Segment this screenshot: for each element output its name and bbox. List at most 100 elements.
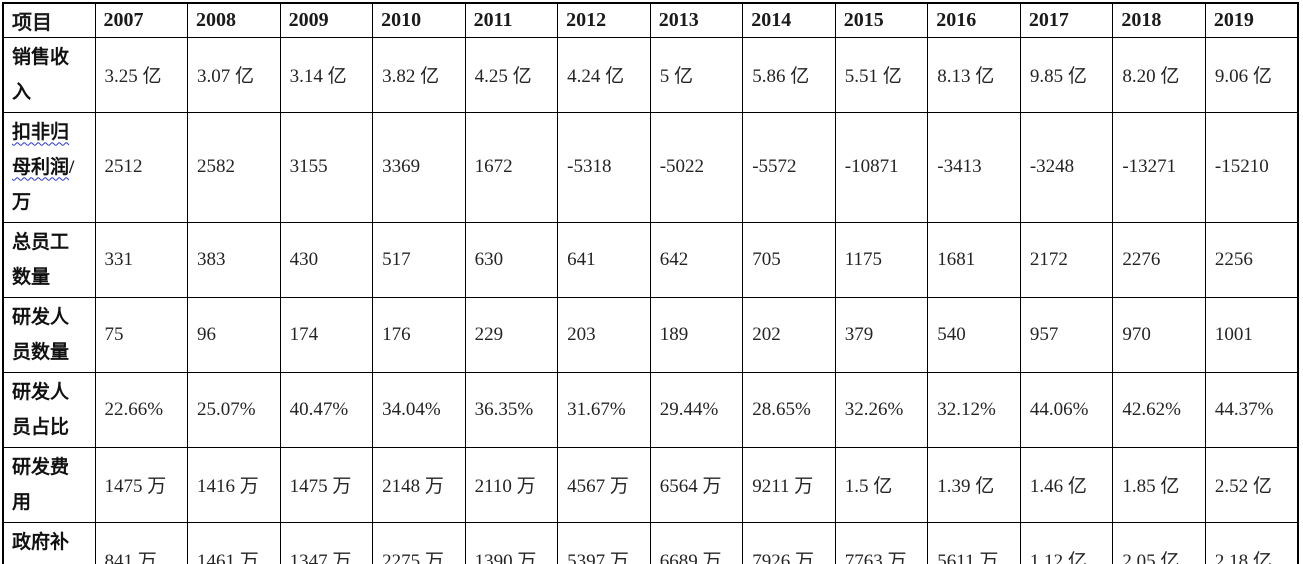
table-cell: -13271 xyxy=(1112,111,1206,223)
table-cell: 1.46 亿 xyxy=(1019,446,1114,523)
table-cell: -5022 xyxy=(649,111,744,223)
row-rd-headcount: 研发人员数量 75 96 174 176 229 203 189 202 379 540 957 970… xyxy=(2,296,1299,373)
table-cell: 22.66% xyxy=(94,371,189,448)
table-cell: 29.44% xyxy=(649,371,744,448)
year-column-header: 2013 xyxy=(649,2,744,38)
table-cell: -5572 xyxy=(742,111,836,223)
table-cell: 2.05 亿 xyxy=(1112,521,1206,564)
table-cell: -10871 xyxy=(834,111,929,223)
year-column-header: 2017 xyxy=(1019,2,1114,38)
label-text: 研发人员数量 xyxy=(12,306,70,363)
table-cell: 2.52 亿 xyxy=(1204,446,1299,523)
table-cell: 641 xyxy=(557,221,651,298)
table-cell: 1.85 亿 xyxy=(1112,446,1206,523)
table-cell: 2110 万 xyxy=(464,446,559,523)
table-cell: 5.86 亿 xyxy=(742,36,836,113)
table-cell: 5397 万 xyxy=(557,521,651,564)
year-column-header: 2012 xyxy=(557,2,651,38)
table-cell: 189 xyxy=(649,296,744,373)
table-cell: 540 xyxy=(927,296,1021,373)
table-cell: 1475 万 xyxy=(94,446,189,523)
year-column-header: 2009 xyxy=(279,2,374,38)
table-cell: 3.07 亿 xyxy=(187,36,281,113)
table-cell: 4567 万 xyxy=(557,446,651,523)
table-cell: 44.06% xyxy=(1019,371,1114,448)
table-cell: 5 亿 xyxy=(649,36,744,113)
table-cell: 8.13 亿 xyxy=(927,36,1021,113)
row-rd-expense-label: 研发费用 xyxy=(2,446,96,523)
table-cell: -5318 xyxy=(557,111,651,223)
label-text: /万 xyxy=(12,156,75,213)
header-row: 项目 2007 2008 2009 2010 2011 2012 2013 2014 2015 20… xyxy=(2,2,1299,38)
row-total-employees-label: 总员工数量 xyxy=(2,221,96,298)
year-column-header: 2007 xyxy=(94,2,189,38)
table-cell: 202 xyxy=(742,296,836,373)
row-rd-ratio: 研发人员占比 22.66% 25.07% 40.47% 34.04% 36.35% 31.6… xyxy=(2,371,1299,448)
year-column-header: 2010 xyxy=(372,2,466,38)
table-cell: 2148 万 xyxy=(372,446,466,523)
table-cell: 2276 xyxy=(1112,221,1206,298)
row-sales-revenue-label: 销售收入 xyxy=(2,36,96,113)
table-cell: 25.07% xyxy=(187,371,281,448)
table-cell: 44.37% xyxy=(1204,371,1299,448)
year-column-header: 2019 xyxy=(1204,2,1299,38)
table-cell: 5611 万 xyxy=(927,521,1021,564)
table-cell: 331 xyxy=(94,221,189,298)
table-cell: 7926 万 xyxy=(742,521,836,564)
table-cell: 229 xyxy=(464,296,559,373)
label-text: 销售收入 xyxy=(12,46,70,103)
year-column-header: 2011 xyxy=(464,2,559,38)
table-cell: 174 xyxy=(279,296,374,373)
table-cell: 970 xyxy=(1112,296,1206,373)
table-cell: 2275 万 xyxy=(372,521,466,564)
table-cell: 3.25 亿 xyxy=(94,36,189,113)
table-cell: 1461 万 xyxy=(187,521,281,564)
table-cell: 40.47% xyxy=(279,371,374,448)
table-cell: 4.24 亿 xyxy=(557,36,651,113)
table-cell: 383 xyxy=(187,221,281,298)
table-cell: 7763 万 xyxy=(834,521,929,564)
table-cell: 36.35% xyxy=(464,371,559,448)
item-column-header: 项目 xyxy=(2,2,96,38)
table-cell: 96 xyxy=(187,296,281,373)
label-text: 研发人员占比 xyxy=(12,381,70,438)
table-cell: 2.18 亿 xyxy=(1204,521,1299,564)
year-column-header: 2016 xyxy=(927,2,1021,38)
table-cell: 3369 xyxy=(372,111,466,223)
table-cell: 642 xyxy=(649,221,744,298)
row-government-subsidy-label: 政府补贴 xyxy=(2,521,96,564)
table-cell: 1175 xyxy=(834,221,929,298)
year-column-header: 2008 xyxy=(187,2,281,38)
table-cell: 9211 万 xyxy=(742,446,836,523)
table-cell: 9.06 亿 xyxy=(1204,36,1299,113)
table-cell: 430 xyxy=(279,221,374,298)
table-cell: 517 xyxy=(372,221,466,298)
table-cell: 6689 万 xyxy=(649,521,744,564)
table-cell: 4.25 亿 xyxy=(464,36,559,113)
table-cell: 1681 xyxy=(927,221,1021,298)
table-cell: 32.26% xyxy=(834,371,929,448)
table-cell: 8.20 亿 xyxy=(1112,36,1206,113)
table-cell: 1.5 亿 xyxy=(834,446,929,523)
year-column-header: 2014 xyxy=(742,2,836,38)
table-cell: 6564 万 xyxy=(649,446,744,523)
table-cell: -3413 xyxy=(927,111,1021,223)
table-cell: 3.82 亿 xyxy=(372,36,466,113)
table-cell: 42.62% xyxy=(1112,371,1206,448)
table-cell: 379 xyxy=(834,296,929,373)
table-cell: 1416 万 xyxy=(187,446,281,523)
table-cell: 2256 xyxy=(1204,221,1299,298)
label-text: 政府补贴 xyxy=(12,531,70,553)
table-cell: -15210 xyxy=(1204,111,1299,223)
row-rd-expense: 研发费用 1475 万 1416 万 1475 万 2148 万 2110 万 4567 万… xyxy=(2,446,1299,523)
table-cell: 841 万 xyxy=(94,521,189,564)
table-cell: 1.39 亿 xyxy=(927,446,1021,523)
table-cell: 1347 万 xyxy=(279,521,374,564)
spellcheck-underlined-label-text: 扣非归母利润 xyxy=(12,121,70,178)
table-cell: 9.85 亿 xyxy=(1019,36,1114,113)
row-non-recurring-net-profit: 扣非归母利润/万 2512 2582 3155 3369 1672 -5318 -5022 -5… xyxy=(2,111,1299,223)
table-cell: 630 xyxy=(464,221,559,298)
table-cell: 957 xyxy=(1019,296,1114,373)
table-cell: 1390 万 xyxy=(464,521,559,564)
